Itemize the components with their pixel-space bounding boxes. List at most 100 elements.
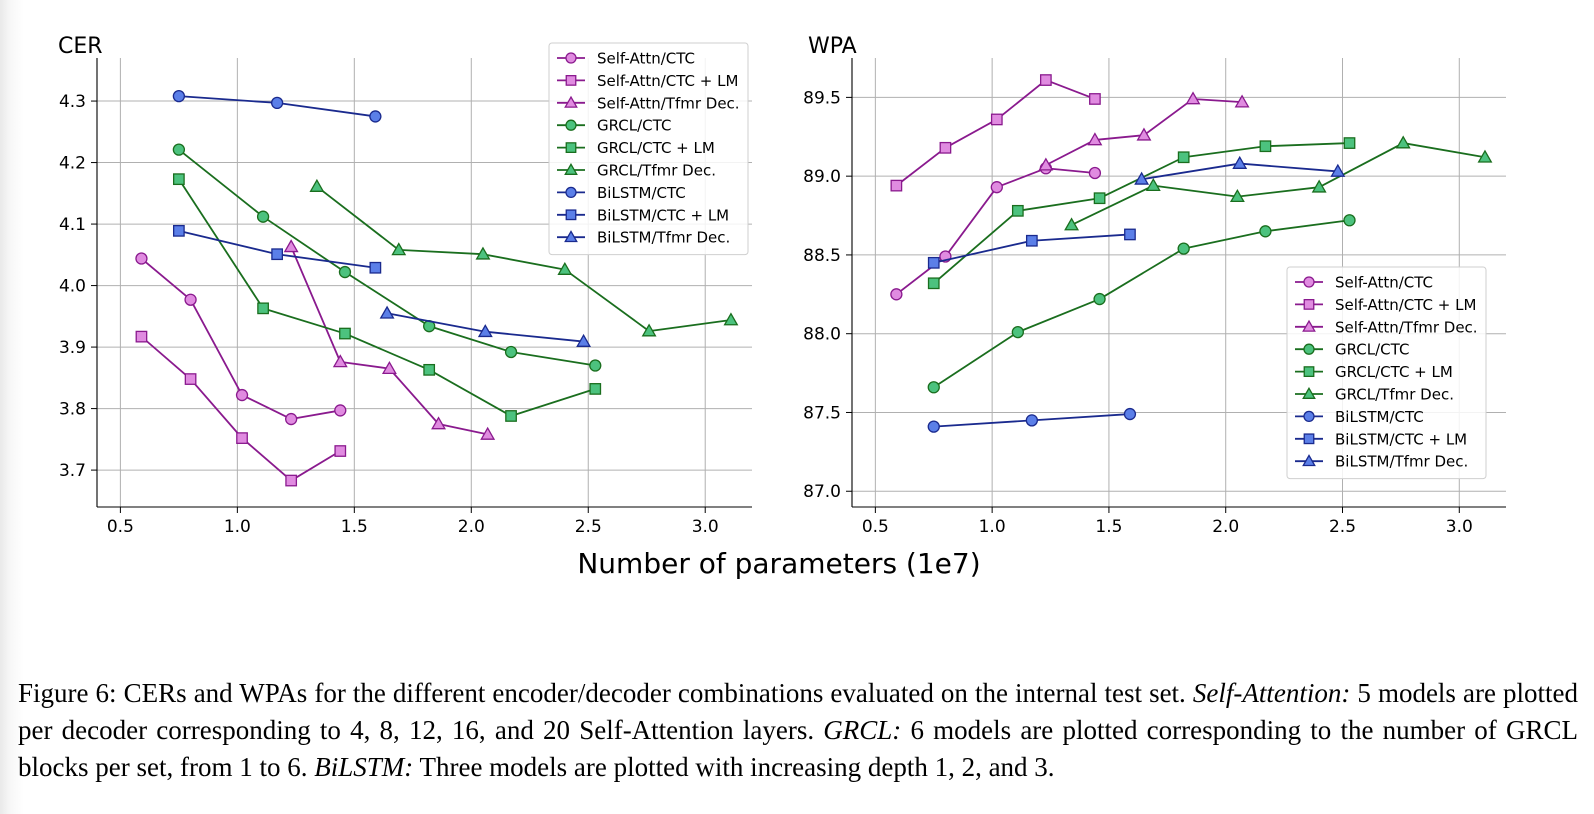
wpa-series-self-attn-ctc [890,162,1102,301]
wpa-point-self-attn-tfmr-dec [1234,94,1250,108]
wpa-legend-marker [1303,276,1315,288]
wpa-point-self-attn-ctc-lm [939,141,952,154]
wpa-legend-marker [1303,433,1315,445]
cer-point-self-attn-tfmr-dec [480,426,496,440]
cer-point-grcl-ctc [172,143,186,156]
cer-point-bilstm-tfmr-dec [477,324,493,338]
wpa-point-bilstm-tfmr-dec [1232,155,1248,169]
cer-legend-marker [565,186,577,199]
wpa-point-self-attn-tfmr-dec [1038,157,1054,171]
cer-point-grcl-tfmr-dec [723,312,739,326]
cer-ytick-label: 3.7 [59,461,86,481]
wpa-legend-label: Self-Attn/Tfmr Dec. [1335,318,1478,336]
wpa-legend-label: BiLSTM/CTC + LM [1335,430,1467,448]
cer-point-self-attn-ctc [135,252,148,265]
wpa-legend-entry: Self-Attn/CTC + LM [1295,296,1476,314]
wpa-xtick-label: 3.0 [1446,517,1473,537]
cer-legend-label: Self-Attn/Tfmr Dec. [597,94,740,112]
cer-legend-marker [565,75,577,86]
wpa-legend-label: GRCL/CTC [1335,341,1409,359]
figure: 0.5 1.0 1.5 2.0 2.5 3.0 3.7 3.8 3.9 4.0 4.1 4.2 4.3 C… [58,34,1506,580]
cer-xtick-label: 0.5 [107,517,134,537]
wpa-point-grcl-tfmr-dec [1311,179,1327,193]
wpa-legend-entry: Self-Attn/CTC [1295,274,1433,292]
cer-point-bilstm-ctc-lm [172,224,185,237]
wpa-point-grcl-ctc [1343,214,1356,227]
wpa-point-bilstm-ctc [1025,414,1038,427]
cer-title: CER [58,34,103,59]
wpa-series-grcl-tfmr-dec [1064,135,1493,231]
cer-point-self-attn-ctc [334,404,347,417]
cer-point-self-attn-ctc [184,293,197,306]
cer-legend-label: BiLSTM/CTC + LM [597,206,729,224]
wpa-point-self-attn-ctc-lm [990,113,1003,126]
cer-legend-label: GRCL/CTC [597,117,671,135]
wpa-series-bilstm-tfmr-dec [1134,155,1346,185]
wpa-legend-entry: GRCL/Tfmr Dec. [1295,386,1454,404]
figure-caption: Figure 6: CERs and WPAs for the differen… [18,675,1578,786]
cer-point-bilstm-ctc [270,96,284,110]
wpa-xtick-label: 0.5 [862,517,889,537]
wpa-point-bilstm-ctc-lm [1025,234,1038,247]
figure-canvas: 0.5 1.0 1.5 2.0 2.5 3.0 3.7 3.8 3.9 4.0 4.1 4.2 4.3 C… [58,34,1506,580]
cer-series-bilstm-ctc-lm [172,224,382,274]
wpa-xtick-label: 2.5 [1329,517,1356,537]
caption-text-4: Three models are plotted with increasing… [413,752,1055,782]
cer-legend-marker [564,230,578,243]
wpa-legend-marker [1303,366,1315,378]
wpa-point-bilstm-ctc-lm [927,256,940,269]
cer-series-grcl-tfmr-dec [309,178,739,337]
cer-point-self-attn-ctc-lm [285,474,298,487]
wpa-series-bilstm-ctc [927,407,1137,433]
wpa-title: WPA [808,34,857,59]
wpa-point-grcl-ctc-lm [927,277,940,290]
cer-point-self-attn-tfmr-dec [283,239,299,253]
wpa-point-bilstm-ctc [1123,407,1137,421]
cer-ytick-label: 4.1 [59,215,86,235]
wpa-legend-marker [1303,410,1315,423]
wpa-legend-label: Self-Attn/CTC [1335,274,1433,292]
wpa-point-grcl-tfmr-dec [1064,217,1080,231]
cer-legend-marker [565,119,577,131]
cer-series-bilstm-ctc [172,89,382,123]
cer-point-bilstm-tfmr-dec [379,305,395,319]
wpa-legend-entry: GRCL/CTC [1295,341,1409,359]
wpa-xtick-label: 1.5 [1095,517,1122,537]
wpa-point-self-attn-ctc-lm [890,179,903,192]
wpa-legend-entry: Self-Attn/Tfmr Dec. [1295,318,1478,336]
caption-text-3: 6 models are plotted corresponding to th… [18,715,1578,782]
wpa-legend-label: GRCL/Tfmr Dec. [1335,386,1454,404]
wpa-series-bilstm-ctc-lm [927,228,1136,269]
cer-series-grcl-ctc-lm [172,173,602,422]
cer-series-self-attn-tfmr-dec [283,239,496,440]
wpa-ytick-label: 89.0 [803,167,841,187]
wpa-series-self-attn-ctc-lm [890,74,1101,192]
cer-point-grcl-ctc-lm [172,173,185,186]
wpa-legend-label: BiLSTM/Tfmr Dec. [1335,453,1468,471]
wpa-point-self-attn-ctc [1088,166,1102,180]
cer-legend-entry: BiLSTM/CTC + LM [557,206,729,224]
cer-point-self-attn-ctc-lm [184,373,197,385]
wpa-point-grcl-ctc-lm [1093,192,1106,205]
wpa-xtick-label: 2.0 [1212,517,1239,537]
cer-ytick-label: 3.9 [59,338,86,358]
cer-series-self-attn-ctc [135,252,347,426]
wpa-point-self-attn-tfmr-dec [1185,91,1201,105]
cer-xtick-label: 3.0 [692,517,719,537]
cer-legend-label: BiLSTM/CTC [597,184,686,202]
cer-legend-entry: BiLSTM/Tfmr Dec. [557,229,730,247]
caption-term-self-attention: Self-Attention: [1192,678,1351,708]
cer-point-grcl-tfmr-dec [557,261,573,275]
wpa-panel: 0.5 1.0 1.5 2.0 2.5 3.0 87.0 87.5 88.0 88.5 89.0 89… [803,34,1506,537]
cer-point-bilstm-ctc-lm [271,248,283,261]
wpa-point-grcl-tfmr-dec [1477,149,1493,163]
cer-series-self-attn-ctc-lm [135,330,347,487]
wpa-ytick-label: 88.5 [803,246,841,266]
cer-point-grcl-ctc-lm [505,410,517,422]
cer-point-grcl-tfmr-dec [391,242,407,256]
cer-legend-entry: Self-Attn/Tfmr Dec. [557,94,740,112]
cer-ytick-label: 4.2 [59,154,86,174]
wpa-legend-entry: BiLSTM/CTC [1295,408,1424,426]
cer-point-self-attn-ctc-lm [236,432,248,444]
wpa-point-self-attn-ctc [990,181,1003,194]
